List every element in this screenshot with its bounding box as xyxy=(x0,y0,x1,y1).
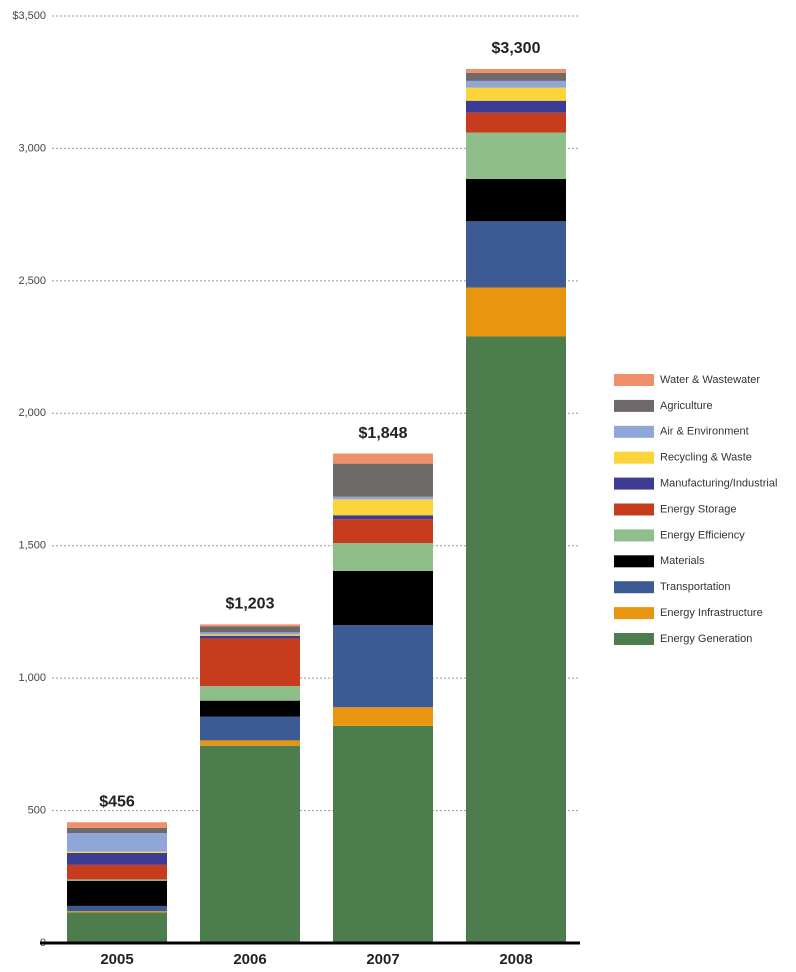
y-tick-label: $3,500 xyxy=(12,10,46,22)
legend-label: Materials xyxy=(660,555,705,567)
total-label: $1,848 xyxy=(359,425,408,442)
legend-swatch xyxy=(614,633,654,645)
bar-segment xyxy=(200,716,300,741)
bar-segment xyxy=(67,864,167,880)
bar-segment xyxy=(333,519,433,544)
bar-segment xyxy=(333,499,433,516)
bar-segment xyxy=(466,87,566,101)
bar-segment xyxy=(67,852,167,865)
legend-label: Transportation xyxy=(660,581,731,593)
bar-segment xyxy=(200,635,300,639)
bar-segment xyxy=(67,822,167,828)
legend-swatch xyxy=(614,555,654,568)
y-tick-label: 2,000 xyxy=(18,407,46,419)
legend-label: Energy Storage xyxy=(660,503,736,515)
bar-segment xyxy=(333,725,433,943)
bar-segment xyxy=(200,638,300,687)
bar-segment xyxy=(67,879,167,881)
y-tick-label: 1,000 xyxy=(18,672,46,684)
bar-segment xyxy=(333,543,433,571)
x-tick-label: 2006 xyxy=(233,951,266,968)
legend-swatch xyxy=(614,374,654,386)
x-tick-label: 2007 xyxy=(366,951,399,968)
bar-segment xyxy=(200,700,300,717)
bar-segment xyxy=(200,624,300,627)
total-label: $456 xyxy=(99,793,135,810)
bar-segment xyxy=(466,80,566,88)
bar-segment xyxy=(333,453,433,464)
legend-label: Energy Infrastructure xyxy=(660,607,763,619)
bar-segment xyxy=(200,745,300,943)
legend-swatch xyxy=(614,477,654,490)
bar-segment xyxy=(333,515,433,520)
bar-segment xyxy=(67,912,167,943)
bar-segment xyxy=(466,100,566,113)
bar-segment xyxy=(67,911,167,913)
total-label: $1,203 xyxy=(226,596,275,613)
bar-segment xyxy=(466,72,566,81)
y-tick-label: 500 xyxy=(28,804,46,816)
bar-segment xyxy=(200,632,300,635)
bar-segment xyxy=(200,626,300,633)
bar-segment xyxy=(200,740,300,746)
legend-label: Air & Environment xyxy=(660,426,749,438)
legend-swatch xyxy=(614,529,654,542)
bar-segment xyxy=(67,905,167,912)
bar-segment xyxy=(333,496,433,500)
legend-label: Energy Generation xyxy=(660,633,752,645)
legend-swatch xyxy=(614,503,654,516)
total-label: $3,300 xyxy=(492,40,541,57)
legend-label: Recycling & Waste xyxy=(660,452,752,464)
bar-segment xyxy=(466,178,566,222)
bar-segment xyxy=(333,707,433,726)
legend-label: Water & Wastewater xyxy=(660,374,760,386)
bar-segment xyxy=(466,68,566,73)
bar-segment xyxy=(67,833,167,852)
bar-segment xyxy=(67,827,167,834)
legend-label: Agriculture xyxy=(660,400,713,412)
x-tick-label: 2005 xyxy=(100,951,133,968)
legend-swatch xyxy=(614,451,654,464)
bar-segment xyxy=(466,221,566,288)
bar-segment xyxy=(67,851,167,853)
bar-segment xyxy=(333,570,433,626)
bar-segment xyxy=(67,880,167,906)
bar-segment xyxy=(200,686,300,701)
y-tick-label: 2,500 xyxy=(18,275,46,287)
bar-segment xyxy=(333,625,433,708)
y-tick-label: 3,000 xyxy=(18,142,46,154)
bar-segment xyxy=(466,112,566,133)
bar-segment xyxy=(333,463,433,497)
bar-segment xyxy=(200,634,300,636)
x-tick-label: 2008 xyxy=(499,951,532,968)
legend-label: Energy Efficiency xyxy=(660,529,745,541)
bar-segment xyxy=(466,287,566,337)
legend-swatch xyxy=(614,399,654,412)
legend-label: Manufacturing/Industrial xyxy=(660,478,777,490)
legend-swatch xyxy=(614,607,654,620)
legend-swatch xyxy=(614,581,654,594)
legend-swatch xyxy=(614,425,654,438)
bar-segment xyxy=(466,336,566,943)
bar-segment xyxy=(466,132,566,179)
y-tick-label: 1,500 xyxy=(18,540,46,552)
